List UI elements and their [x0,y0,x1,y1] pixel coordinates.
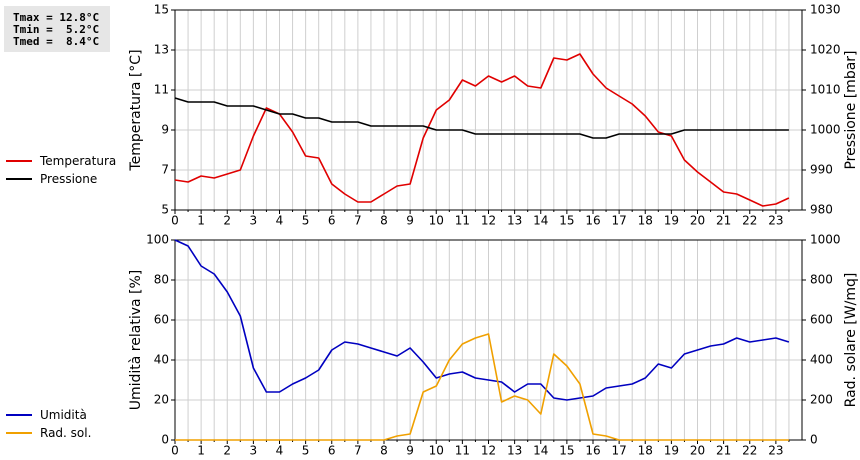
y2-tick-label: 800 [810,273,833,287]
x-tick-label: 19 [664,444,679,458]
x-tick-label: 14 [533,444,548,458]
y2-tick-label: 400 [810,353,833,367]
x-tick-label: 7 [354,444,362,458]
x-tick-label: 20 [690,444,705,458]
x-tick-label: 5 [302,444,310,458]
y-axis-label: Temperatura [°C] [128,49,144,171]
x-tick-label: 5 [302,214,310,228]
y2-tick-label: 600 [810,313,833,327]
x-tick-label: 10 [429,214,444,228]
x-tick-label: 18 [638,444,653,458]
x-tick-label: 2 [223,214,231,228]
y-axis-label: Umidità relativa [%] [128,270,144,411]
y2-tick-label: 0 [810,433,818,447]
x-tick-label: 22 [742,214,757,228]
x-tick-label: 8 [380,214,388,228]
x-tick-label: 22 [742,444,757,458]
y-tick-label: 7 [161,163,169,177]
x-tick-label: 18 [638,214,653,228]
stat-tmax: Tmax = 12.8°C [13,11,100,24]
legend-item-radsol: Rad. sol. [6,425,91,441]
stat-tmin: Tmin = 5.2°C [13,23,100,36]
x-tick-label: 13 [507,444,522,458]
y2-tick-label: 1000 [810,123,841,137]
y-tick-label: 60 [154,313,169,327]
x-tick-label: 12 [481,214,496,228]
x-tick-label: 11 [455,444,470,458]
legend-swatch [6,414,32,416]
y-tick-label: 11 [154,83,169,97]
legend-label: Temperatura [40,154,117,168]
legend-item-temperatura: Temperatura [6,153,116,169]
y-tick-label: 100 [146,233,169,247]
y-tick-label: 0 [161,433,169,447]
y-tick-label: 13 [154,43,169,57]
x-tick-label: 15 [559,444,574,458]
y2-tick-label: 1000 [810,233,841,247]
x-tick-label: 6 [328,214,336,228]
legend-label: Rad. sol. [40,426,92,440]
x-tick-label: 3 [250,444,258,458]
chart-panel-0 [171,9,806,214]
legend-label: Pressione [40,172,98,186]
x-tick-label: 20 [690,214,705,228]
legend-swatch [6,178,32,180]
y-tick-label: 40 [154,353,169,367]
x-tick-label: 7 [354,214,362,228]
series-line-rad-sol- [175,333,789,441]
y2-axis-label: Pressione [mbar] [843,50,859,169]
y-tick-label: 5 [161,203,169,217]
x-tick-label: 4 [276,214,284,228]
x-tick-label: 8 [380,444,388,458]
x-tick-label: 17 [611,214,626,228]
y2-tick-label: 980 [810,203,833,217]
x-tick-label: 12 [481,444,496,458]
y-tick-label: 80 [154,273,169,287]
x-tick-label: 11 [455,214,470,228]
x-tick-label: 0 [171,214,179,228]
x-tick-label: 3 [250,214,258,228]
x-tick-label: 6 [328,444,336,458]
stats-box: Tmax = 12.8°C Tmin = 5.2°C Tmed = 8.4°C [4,6,110,52]
x-tick-label: 0 [171,444,179,458]
y-tick-label: 20 [154,393,169,407]
series-line-pressione [174,97,789,139]
y2-tick-label: 1030 [810,3,841,17]
x-tick-label: 16 [585,214,600,228]
x-tick-label: 21 [716,444,731,458]
x-tick-label: 9 [406,214,414,228]
x-tick-label: 4 [276,444,284,458]
x-tick-label: 23 [768,444,783,458]
y2-axis-label: Rad. solare [W/mq] [843,273,859,408]
series-line-umidit- [174,239,790,401]
chart-panel-1 [171,239,806,444]
x-tick-label: 10 [429,444,444,458]
x-tick-label: 21 [716,214,731,228]
x-tick-label: 14 [533,214,548,228]
y2-tick-label: 200 [810,393,833,407]
x-tick-label: 13 [507,214,522,228]
x-tick-label: 16 [585,444,600,458]
x-tick-label: 1 [197,444,205,458]
x-tick-label: 9 [406,444,414,458]
legend-item-umidita: Umidità [6,407,87,423]
legend-item-pressione: Pressione [6,171,97,187]
y2-tick-label: 1020 [810,43,841,57]
legend-swatch [6,432,32,434]
y2-tick-label: 1010 [810,83,841,97]
x-tick-label: 19 [664,214,679,228]
x-tick-label: 2 [223,444,231,458]
y-tick-label: 9 [161,123,169,137]
x-tick-label: 1 [197,214,205,228]
y-tick-label: 15 [154,3,169,17]
legend-label: Umidità [40,408,87,422]
legend-swatch [6,160,32,162]
stat-tmed: Tmed = 8.4°C [13,35,100,48]
y2-tick-label: 990 [810,163,833,177]
x-tick-label: 15 [559,214,574,228]
x-tick-label: 23 [768,214,783,228]
x-tick-label: 17 [611,444,626,458]
